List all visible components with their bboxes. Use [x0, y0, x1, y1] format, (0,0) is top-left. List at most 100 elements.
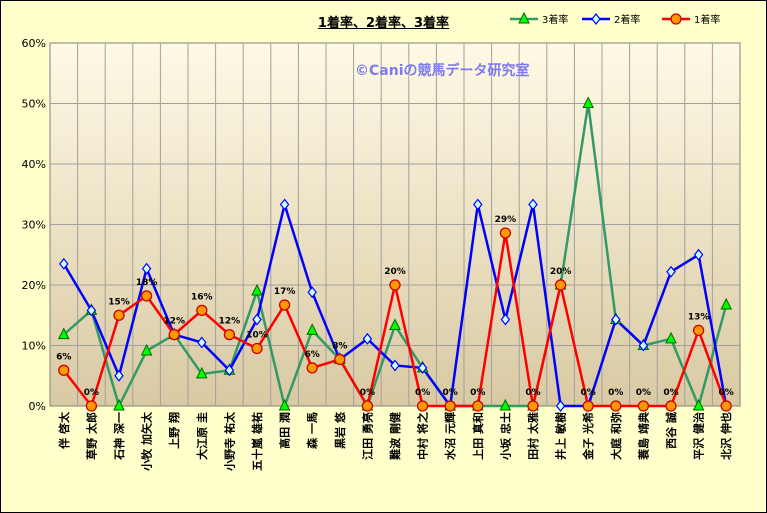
data-point	[582, 400, 594, 412]
data-point	[86, 304, 97, 317]
x-tick-label: 石神 深一	[112, 412, 126, 461]
data-point	[638, 339, 649, 352]
data-point	[196, 304, 208, 317]
data-point	[518, 11, 530, 24]
data-point	[58, 364, 70, 376]
data-point	[720, 297, 733, 310]
y-tick-label: 10%	[22, 340, 46, 353]
data-point	[500, 313, 511, 326]
data-point	[692, 398, 705, 411]
data-label: 29%	[495, 215, 517, 225]
series-group	[57, 96, 733, 412]
data-point	[527, 400, 539, 412]
data-point	[499, 398, 512, 411]
data-point	[416, 400, 429, 412]
legend-label: 3着率	[542, 13, 568, 26]
data-point	[499, 227, 512, 239]
y-tick-label: 20%	[22, 279, 46, 292]
data-label: 0%	[719, 388, 734, 398]
data-point	[195, 366, 208, 379]
data-point	[197, 336, 207, 349]
data-point	[591, 13, 601, 25]
x-tick-label: 森 一馬	[305, 412, 319, 449]
data-point	[113, 309, 125, 321]
x-tick-label: 大庭 和弥	[609, 412, 623, 460]
x-tick-label: 金子 光希	[581, 412, 595, 461]
x-tick-label: 小野寺 祐太	[222, 411, 236, 472]
x-tick-label: 上田 真和	[471, 412, 485, 460]
y-axis-ticks: 0% 10% 20% 30% 40% 50% 60%	[22, 37, 46, 413]
x-tick-label: 西谷 誠	[664, 412, 678, 449]
x-tick-label: 蓑島 靖典	[636, 412, 650, 461]
data-label: 6%	[56, 352, 71, 362]
data-point	[362, 332, 373, 345]
data-point	[59, 257, 69, 270]
data-point	[555, 400, 566, 412]
x-tick-label: 井上 敏樹	[554, 412, 568, 460]
data-point	[223, 328, 236, 341]
data-point	[113, 398, 125, 411]
data-point	[278, 299, 291, 311]
data-point	[334, 353, 346, 366]
data-label: 0%	[443, 388, 458, 398]
x-tick-label: 北沢 伸也	[719, 412, 733, 460]
data-label: 10%	[246, 331, 268, 341]
data-label: 0%	[415, 388, 430, 398]
data-point	[306, 362, 318, 374]
data-point	[252, 313, 262, 326]
data-label: 0%	[608, 388, 623, 398]
data-point	[279, 198, 290, 211]
data-label: 13%	[688, 312, 710, 322]
data-point	[693, 248, 704, 261]
x-tick-label: 五十嵐 雄祐	[250, 412, 264, 471]
data-label: 0%	[581, 388, 596, 398]
data-point	[417, 361, 428, 374]
data-point	[611, 313, 621, 326]
x-tick-label: 黒岩 悠	[333, 411, 347, 449]
data-point	[637, 400, 650, 412]
data-label: 12%	[219, 317, 241, 327]
data-point	[665, 400, 677, 412]
data-point	[168, 328, 180, 341]
data-label: 16%	[191, 292, 213, 302]
watermark: ©Caniの競馬データ研究室	[355, 63, 530, 79]
data-point	[390, 359, 400, 372]
x-tick-label: 中村 将之	[416, 412, 430, 460]
data-point	[389, 279, 401, 291]
data-point	[278, 398, 291, 411]
legend-label: 1着率	[694, 13, 720, 26]
data-label: 0%	[470, 388, 485, 398]
data-point	[472, 400, 484, 412]
data-point	[610, 400, 622, 412]
data-point	[582, 96, 595, 108]
data-point	[85, 400, 98, 412]
data-point	[140, 290, 153, 302]
data-point	[389, 318, 401, 331]
data-labels: 6% 0% 15% 18% 12% 16% 12% 10% 17% 6% 8% 0% 20% 0% 0% 0%…	[56, 215, 734, 398]
data-label: 8%	[332, 341, 347, 351]
data-point	[473, 198, 483, 211]
x-tick-label: 平沢 健治	[692, 412, 706, 460]
y-tick-label: 30%	[22, 219, 46, 232]
grid-lines	[50, 43, 740, 406]
data-label: 17%	[274, 287, 296, 297]
x-tick-label: 大江原 圭	[195, 412, 209, 460]
x-tick-label: 小牧 加矢太	[140, 411, 154, 472]
y-tick-label: 40%	[22, 158, 46, 171]
data-label: 6%	[305, 350, 320, 360]
data-label: 0%	[636, 388, 651, 398]
data-point	[306, 323, 319, 335]
x-tick-label: 草野 太郎	[84, 412, 98, 460]
data-label: 15%	[108, 297, 130, 307]
data-label: 18%	[136, 278, 158, 288]
x-tick-label: 伴 啓太	[57, 411, 71, 450]
data-point	[665, 331, 677, 344]
data-label: 0%	[525, 388, 540, 398]
data-point	[528, 198, 538, 211]
data-point	[670, 13, 682, 25]
x-tick-label: 田村 太雅	[526, 412, 540, 460]
x-tick-label: 江田 勇亮	[360, 412, 374, 460]
data-point	[57, 327, 70, 340]
data-point	[307, 286, 317, 299]
